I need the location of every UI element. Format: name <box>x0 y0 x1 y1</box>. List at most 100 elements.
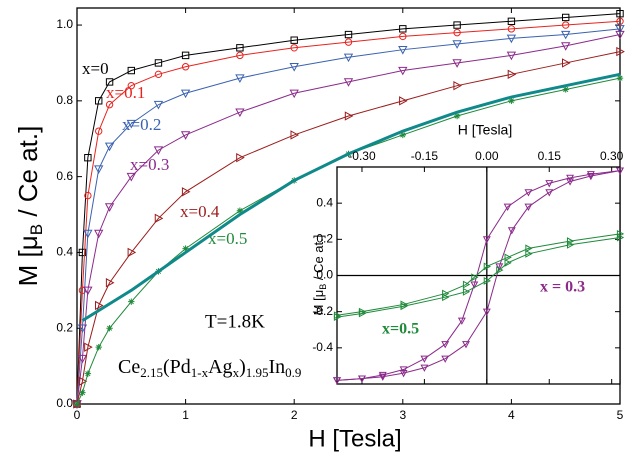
data-point <box>462 280 471 289</box>
data-point <box>77 354 88 364</box>
data-point <box>181 51 190 60</box>
data-point <box>483 262 491 271</box>
data-point <box>105 278 115 288</box>
series-label: x=0.3 <box>130 155 169 174</box>
y-label-part: / Ce at.] <box>13 126 43 224</box>
data-point <box>586 172 595 181</box>
data-point <box>399 25 407 33</box>
plot-frame <box>336 166 621 385</box>
data-point <box>470 281 479 289</box>
data-point <box>545 180 554 188</box>
y-tick-label: -0.2 <box>312 304 333 318</box>
data-point <box>483 276 491 285</box>
data-point <box>236 44 244 52</box>
data-point <box>154 70 163 78</box>
data-point <box>457 317 466 325</box>
series-line <box>76 20 621 405</box>
data-point <box>615 30 625 40</box>
data-point <box>562 21 570 29</box>
y-tick-label: 0.2 <box>316 232 333 246</box>
data-point <box>105 101 114 109</box>
data-point <box>545 189 554 197</box>
y-tick-label: 0.4 <box>316 195 333 209</box>
data-point <box>378 371 387 380</box>
series-label: x=0.1 <box>106 83 145 102</box>
data-point <box>95 97 103 105</box>
data-point <box>94 229 104 239</box>
x-tick-label: 0.00 <box>475 149 499 163</box>
data-point <box>180 89 191 99</box>
x-tick-label: 5 <box>617 408 624 422</box>
data-point <box>290 130 300 140</box>
data-point <box>344 38 353 46</box>
data-point <box>399 366 408 374</box>
y-label-sub: B <box>27 224 46 235</box>
data-point <box>399 96 408 106</box>
data-point <box>420 355 429 363</box>
data-point <box>235 108 245 118</box>
x-tick-label: -0.30 <box>348 149 376 163</box>
data-point <box>508 97 515 105</box>
y-label-part: M [μ <box>311 290 326 316</box>
data-point <box>95 127 103 135</box>
data-point <box>83 229 93 239</box>
data-point <box>524 189 533 197</box>
data-point <box>106 325 113 332</box>
data-point <box>333 311 342 320</box>
series-line <box>76 13 621 405</box>
data-point <box>616 167 624 175</box>
data-point <box>289 63 299 72</box>
series-label: x=0.2 <box>122 115 161 134</box>
data-point <box>358 375 366 383</box>
formula-sub: x <box>233 365 240 380</box>
y-tick-label: 0.0 <box>316 268 333 282</box>
data-point <box>126 172 136 182</box>
data-point <box>84 370 92 377</box>
data-point <box>616 17 624 25</box>
data-point <box>562 58 571 68</box>
data-point <box>441 355 450 363</box>
data-point <box>154 59 163 67</box>
data-point <box>504 253 512 262</box>
x-axis-label: H [Tesla] <box>308 425 401 452</box>
data-point <box>503 203 512 211</box>
data-point <box>182 245 189 252</box>
data-point <box>95 343 102 351</box>
formula: Ce2.15(Pd1-xAgx)1.95In0.9 <box>118 356 301 380</box>
formula-part: Ag <box>208 356 232 378</box>
inset-y-label: M [μB / Ce at.] <box>311 235 328 316</box>
data-point <box>73 400 81 408</box>
data-point <box>399 131 406 139</box>
data-point <box>441 341 450 349</box>
y-tick-label: 0.6 <box>56 169 73 183</box>
data-point <box>616 46 625 57</box>
data-point <box>235 74 245 83</box>
series-line <box>76 28 621 405</box>
series-label: x=0.5 <box>208 229 247 248</box>
data-point <box>180 131 191 140</box>
data-point <box>78 248 87 257</box>
data-point <box>453 21 461 29</box>
data-point <box>84 342 93 352</box>
formula-sub: 0.9 <box>285 365 301 380</box>
data-point <box>462 341 470 349</box>
data-point <box>126 119 136 129</box>
y-tick-label: 1.0 <box>56 17 73 31</box>
y-tick-label: 0.4 <box>56 245 73 259</box>
data-point <box>181 63 190 71</box>
data-point <box>507 69 517 79</box>
data-point <box>566 178 575 186</box>
data-point <box>616 9 624 18</box>
data-point <box>95 300 104 311</box>
y-tick-label: -0.4 <box>312 340 333 354</box>
data-point <box>127 247 137 258</box>
data-point <box>471 273 479 282</box>
data-point <box>616 74 624 82</box>
data-point <box>566 237 575 246</box>
data-point <box>524 203 533 211</box>
data-point <box>236 153 245 163</box>
data-point <box>399 370 408 378</box>
data-point <box>400 300 408 309</box>
y-label-part: / Ce at.] <box>311 235 326 284</box>
